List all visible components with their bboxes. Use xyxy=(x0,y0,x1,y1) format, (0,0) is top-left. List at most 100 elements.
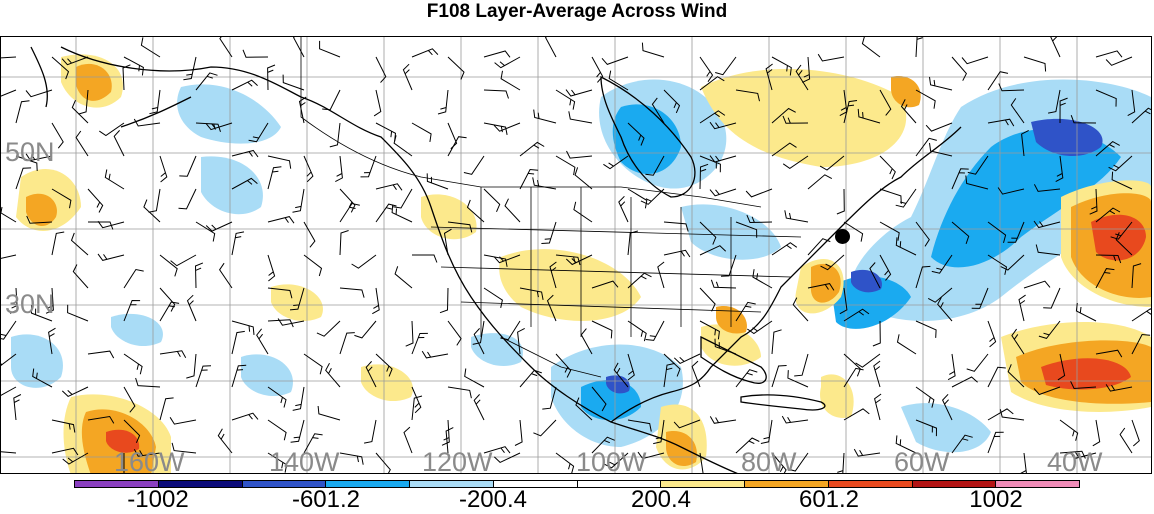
wind-barb xyxy=(1035,244,1061,256)
wind-barb xyxy=(186,294,197,322)
wind-barb xyxy=(699,221,717,245)
wind-barb xyxy=(242,49,269,58)
wind-barb xyxy=(699,155,721,173)
lat-label-50n: 50N xyxy=(5,137,55,167)
wind-barb xyxy=(393,135,413,157)
wind-barb xyxy=(169,417,197,425)
wind-barb xyxy=(292,386,305,411)
wind-barb xyxy=(231,177,258,190)
wind-barb xyxy=(339,332,355,355)
wind-barb xyxy=(987,221,1007,244)
wind-barb xyxy=(997,187,1025,195)
wind-barb xyxy=(298,96,307,124)
wind-barb xyxy=(771,142,797,157)
wind-barb xyxy=(709,155,737,163)
wind-barb xyxy=(87,350,115,359)
wind-barb xyxy=(627,230,639,256)
wind-barb xyxy=(699,110,726,124)
wind-barb xyxy=(493,254,521,264)
wind-barb xyxy=(869,262,881,289)
wind-barb xyxy=(218,262,233,289)
wind-barb xyxy=(99,122,125,137)
wind-barb xyxy=(843,308,870,322)
wind-barb xyxy=(375,353,393,377)
wind-barb xyxy=(915,320,937,338)
wind-barb xyxy=(1131,333,1151,355)
wind-barb xyxy=(794,353,809,377)
wind-barb xyxy=(987,71,1009,91)
wind-barb xyxy=(929,76,953,91)
wind-barb xyxy=(171,442,197,454)
wind-barb xyxy=(248,122,269,143)
colorbar-segment xyxy=(912,481,997,487)
wind-barb xyxy=(183,56,197,81)
colorbar-segment xyxy=(158,481,243,487)
wind-barb xyxy=(88,221,114,230)
wind-barb xyxy=(504,198,521,223)
wind-barb xyxy=(1007,364,1025,388)
wind-barb xyxy=(1095,349,1123,358)
wind-barb xyxy=(464,368,485,388)
wind-barb xyxy=(645,320,665,341)
wind-barb xyxy=(231,320,255,335)
wind-barb xyxy=(231,79,258,91)
wind-barb xyxy=(1089,188,1098,215)
wind-barb xyxy=(123,353,143,375)
wind-barb xyxy=(303,254,323,277)
wind-barb xyxy=(807,238,831,256)
wind-barb xyxy=(1050,37,1061,58)
wind-barb xyxy=(987,408,1014,421)
wind-barb xyxy=(691,360,701,388)
map-canvas xyxy=(1,37,1151,473)
wind-barb xyxy=(339,230,349,256)
wind-barb xyxy=(792,297,809,322)
wind-barb xyxy=(1010,98,1025,124)
wind-barb xyxy=(843,353,861,377)
wind-barb xyxy=(533,109,557,124)
wind-barb xyxy=(627,320,647,342)
wind-barb xyxy=(26,215,53,224)
wind-barb xyxy=(231,330,245,355)
wind-barb xyxy=(148,188,161,213)
wind-barb xyxy=(929,142,953,157)
wind-barb xyxy=(493,452,521,463)
wind-barb xyxy=(375,56,387,83)
wind-barb xyxy=(364,419,377,444)
wind-barb xyxy=(25,89,53,98)
wind-barb xyxy=(267,216,295,224)
wind-barb xyxy=(782,115,809,124)
wind-barb xyxy=(1023,56,1047,72)
lon-label-80w: 80W xyxy=(741,447,797,474)
wind-barb xyxy=(322,89,341,111)
wind-barb xyxy=(843,100,858,124)
wind-barb xyxy=(71,99,89,124)
wind-barb xyxy=(627,419,652,432)
wind-barb xyxy=(1,451,17,454)
wind-barb xyxy=(771,107,796,124)
wind-barb xyxy=(752,269,773,289)
wind-barb xyxy=(1059,419,1079,441)
wind-barb xyxy=(375,452,391,473)
wind-barb xyxy=(961,56,989,65)
wind-barb xyxy=(533,419,557,437)
wind-barb xyxy=(771,329,782,355)
wind-barb xyxy=(411,395,423,421)
wind-barb xyxy=(316,320,341,337)
wind-barb xyxy=(673,419,701,429)
wind-barb xyxy=(267,64,276,91)
wind-barb xyxy=(113,130,125,157)
wind-barb xyxy=(771,242,798,256)
wind-barb xyxy=(402,63,413,91)
colorbar-segment xyxy=(577,481,662,487)
wind-barb xyxy=(1033,386,1061,396)
wind-barb xyxy=(663,362,675,388)
colorbar-label-1: -1002 xyxy=(127,486,189,513)
wind-barb xyxy=(771,452,787,473)
wind-barb xyxy=(1095,268,1115,289)
wind-barb xyxy=(613,362,629,388)
wind-barb xyxy=(25,153,53,162)
wind-barb xyxy=(411,122,432,142)
wind-barb xyxy=(1092,419,1101,447)
wind-barb xyxy=(699,76,725,91)
colorbar-label-6: 1002 xyxy=(969,486,1023,513)
